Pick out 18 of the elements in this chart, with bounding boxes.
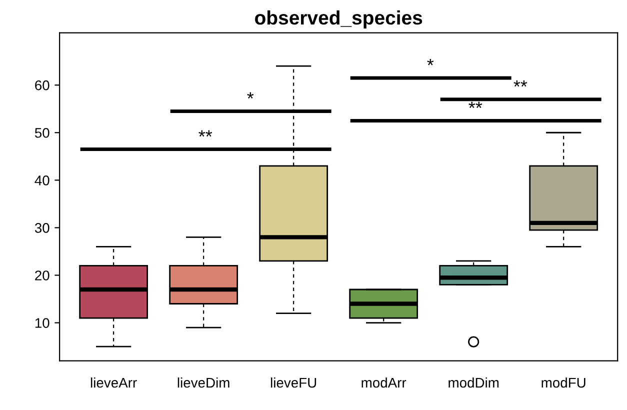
annotation: ** [468,102,482,108]
annotation: * [427,58,434,66]
y-tick-label: 60 [35,80,50,90]
annotation: ** [514,80,528,87]
y-tick-label: 40 [34,175,50,186]
x-tick-label: modFU [542,377,586,388]
y-tick-label: 10 [35,318,50,328]
annotation: * [247,92,254,99]
x-tick-label: modArr [362,377,406,388]
chart-title: observed_species [255,10,422,28]
annotation: ** [198,130,212,137]
y-tick-label: 30 [34,223,50,233]
x-tick-label: lieveArr [90,377,137,388]
x-tick-label: modDim [448,377,499,388]
y-tick-label: 50 [34,128,50,138]
x-tick-label: lieveDim [178,377,230,388]
y-tick-label: 20 [35,270,50,280]
x-tick-label: lieveFU [270,377,316,388]
